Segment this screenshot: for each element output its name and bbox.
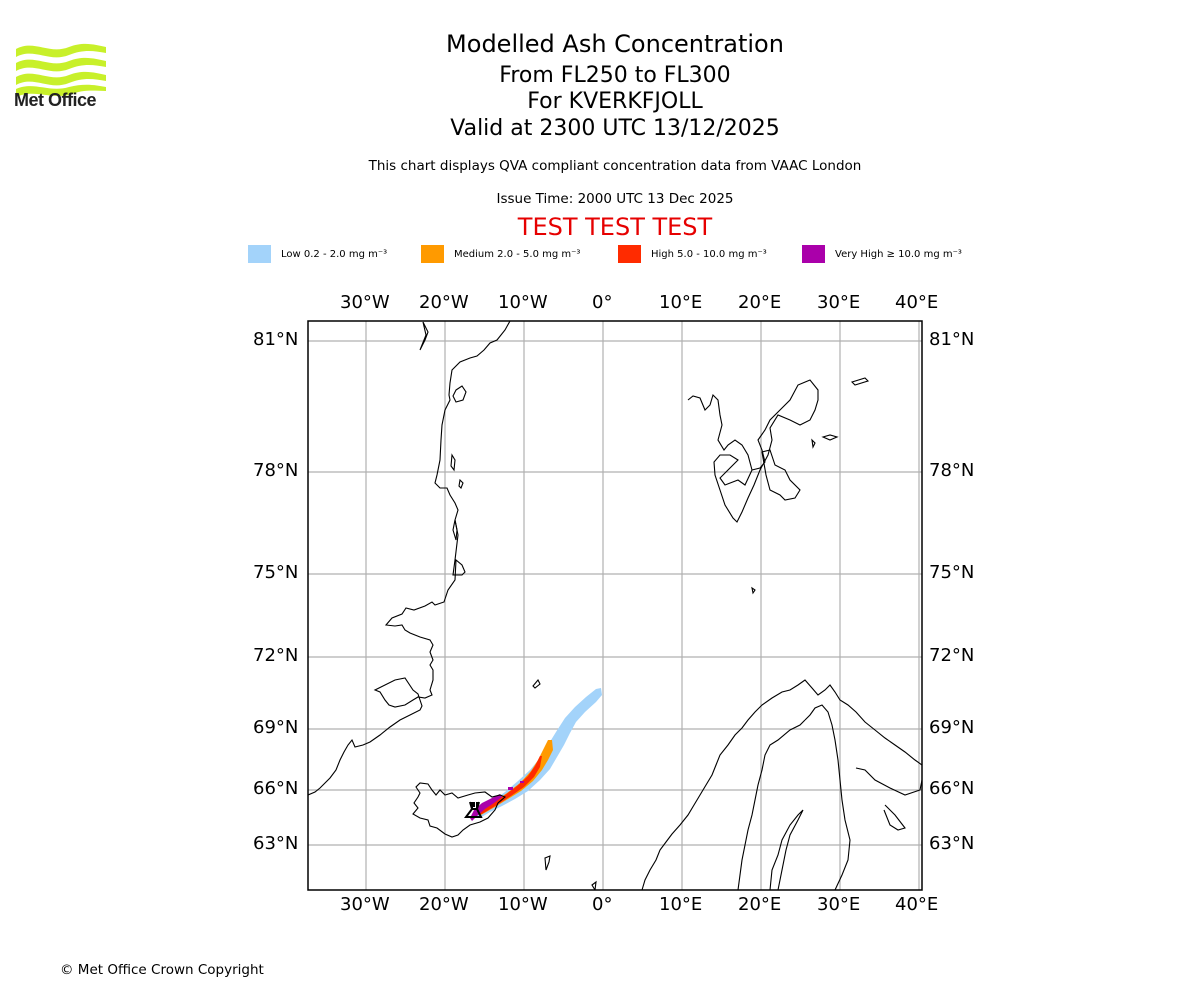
- coastline-greenland: [308, 321, 511, 796]
- coastlines: [308, 321, 922, 890]
- lat-label-right: 75°N: [929, 562, 975, 583]
- coastline-gulf-of-bothnia: [769, 809, 804, 890]
- chart-title: Modelled Ash Concentration: [446, 30, 784, 58]
- lat-label-left: 78°N: [253, 460, 299, 481]
- volcano-name: For KVERKFJOLL: [527, 89, 703, 114]
- graticule: [308, 321, 922, 890]
- lat-label-right: 78°N: [929, 460, 975, 481]
- coastline-greenland-island: [452, 519, 458, 541]
- coastline-scandinavia: [641, 679, 922, 890]
- coastline-iceland: [412, 782, 507, 838]
- coastline-greenland-island: [452, 385, 467, 403]
- ash-plume: [470, 688, 602, 821]
- flight-level-range: From FL250 to FL300: [499, 63, 731, 88]
- ash-very-high-patch: [508, 787, 513, 790]
- lon-label-top: 30°W: [340, 292, 390, 313]
- ash-low-region: [474, 688, 602, 818]
- coastline-island: [544, 855, 551, 871]
- coastline-greenland-island: [450, 453, 456, 472]
- valid-time: Valid at 2300 UTC 13/12/2025: [450, 116, 780, 141]
- lon-label-top: 20°E: [738, 292, 782, 313]
- chart-description: This chart displays QVA compliant concen…: [368, 158, 862, 174]
- map-frame: [307, 320, 923, 891]
- lat-label-left: 69°N: [253, 717, 299, 738]
- lon-label-bottom: 20°E: [738, 894, 782, 915]
- coastline-white-sea: [855, 767, 922, 831]
- legend-item-low: Low 0.2 - 2.0 mg m⁻³: [248, 244, 387, 264]
- met-office-logo-text: Met Office: [14, 90, 97, 110]
- lat-label-right: 63°N: [929, 833, 975, 854]
- legend-label-very-high: Very High ≥ 10.0 mg m⁻³: [835, 248, 962, 260]
- lon-label-bottom: 40°E: [895, 894, 939, 915]
- legend-swatch-very-high: [802, 245, 825, 263]
- lat-label-right: 81°N: [929, 329, 975, 350]
- coastline-island: [591, 880, 597, 890]
- lon-label-bottom: 30°W: [340, 894, 390, 915]
- border-sweden-finland: [804, 704, 851, 890]
- legend-swatch-low: [248, 245, 271, 263]
- copyright-notice: © Met Office Crown Copyright: [60, 962, 264, 978]
- lon-label-bottom: 10°E: [659, 894, 703, 915]
- ash-very-high-patch: [520, 781, 524, 783]
- lon-label-bottom: 30°E: [817, 894, 861, 915]
- coastline-greenland-island: [532, 679, 541, 689]
- lon-label-top: 30°E: [817, 292, 861, 313]
- coastline-island: [850, 377, 870, 386]
- legend-item-medium: Medium 2.0 - 5.0 mg m⁻³: [421, 244, 580, 264]
- lon-label-bottom: 10°W: [498, 894, 548, 915]
- legend-label-high: High 5.0 - 10.0 mg m⁻³: [651, 248, 767, 260]
- issue-time: Issue Time: 2000 UTC 13 Dec 2025: [496, 191, 734, 207]
- lat-label-right: 66°N: [929, 778, 975, 799]
- met-office-logo-icon: [16, 43, 106, 97]
- coastline-island: [821, 434, 839, 441]
- coastline-svalbard-island: [761, 449, 801, 501]
- lon-label-top: 0°: [592, 292, 613, 313]
- ash-very-high-region: [470, 794, 502, 821]
- lat-label-left: 63°N: [253, 833, 299, 854]
- lat-label-left: 75°N: [253, 562, 299, 583]
- lat-label-right: 69°N: [929, 717, 975, 738]
- lon-label-bottom: 0°: [592, 894, 613, 915]
- coastline-island: [751, 586, 756, 595]
- volcano-icon: [464, 801, 483, 818]
- coastline-greenland-island: [419, 321, 429, 351]
- lon-label-top: 10°E: [659, 292, 703, 313]
- border-norway-sweden: [737, 719, 806, 890]
- coastline-svalbard: [687, 379, 819, 523]
- lon-label-top: 20°W: [419, 292, 469, 313]
- lon-label-bottom: 20°W: [419, 894, 469, 915]
- test-banner: TEST TEST TEST: [517, 213, 713, 241]
- legend-swatch-medium: [421, 245, 444, 263]
- lat-label-left: 66°N: [253, 778, 299, 799]
- legend-item-high: High 5.0 - 10.0 mg m⁻³: [618, 244, 767, 264]
- legend-label-medium: Medium 2.0 - 5.0 mg m⁻³: [454, 248, 581, 260]
- lat-label-right: 72°N: [929, 645, 975, 666]
- lon-label-top: 40°E: [895, 292, 939, 313]
- lon-label-top: 10°W: [498, 292, 548, 313]
- coastline-island: [811, 438, 816, 449]
- legend-item-very-high: Very High ≥ 10.0 mg m⁻³: [802, 244, 962, 264]
- lat-label-left: 72°N: [253, 645, 299, 666]
- lat-label-left: 81°N: [253, 329, 299, 350]
- legend-label-low: Low 0.2 - 2.0 mg m⁻³: [281, 248, 388, 260]
- legend-swatch-high: [618, 245, 641, 263]
- coastline-greenland-island: [458, 478, 464, 489]
- ash-medium-region: [476, 740, 553, 815]
